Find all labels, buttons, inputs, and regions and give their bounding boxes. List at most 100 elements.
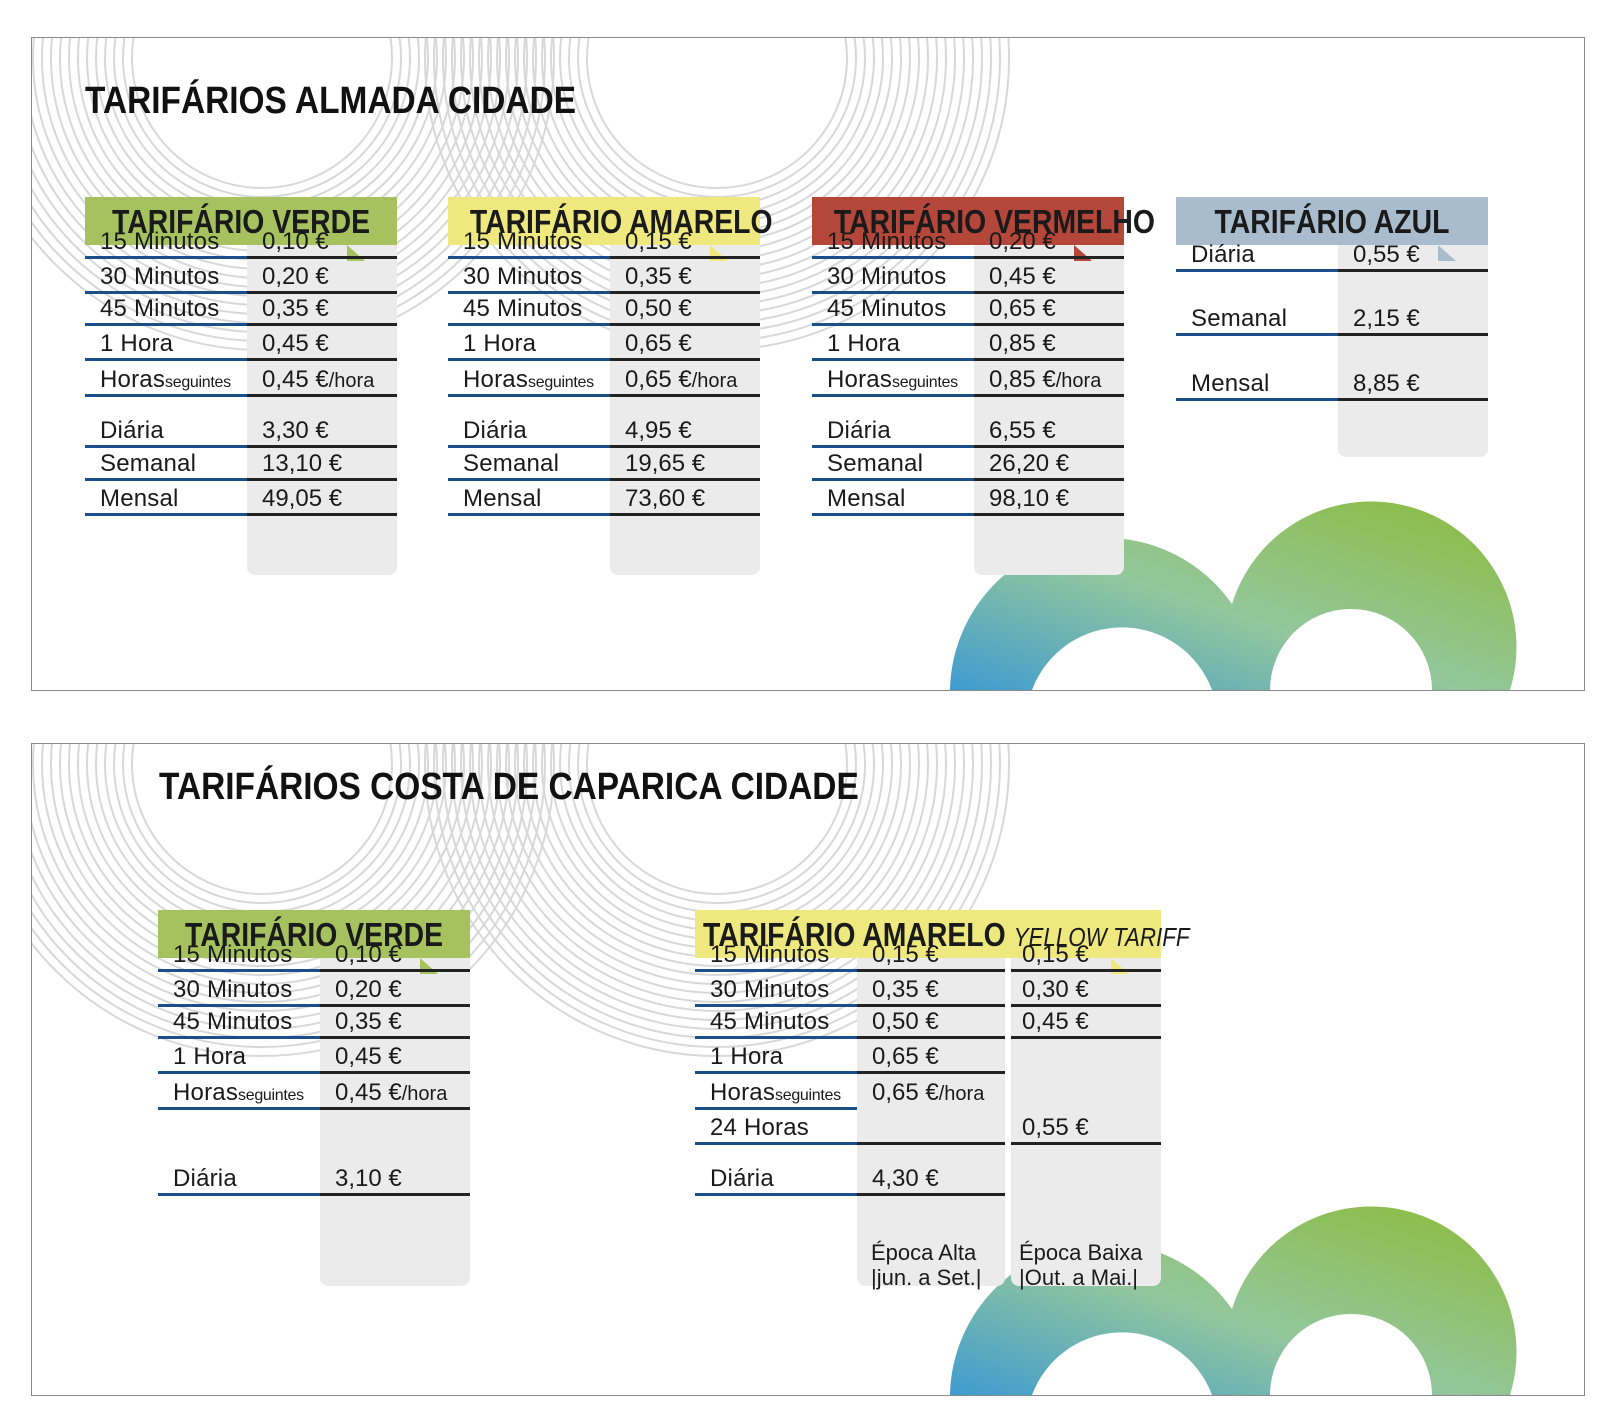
row-divider	[85, 291, 247, 294]
row-label-text: 30 Minutos	[710, 976, 830, 1003]
row-value: 2,15 €	[1353, 305, 1420, 333]
row-value-suffix: /hora	[938, 1083, 985, 1105]
row-value: 3,30 €	[262, 417, 329, 445]
row-value: 0,65 €	[625, 330, 692, 358]
row-value: 0,10 €	[335, 941, 402, 969]
row-label-text: 30 Minutos	[827, 263, 947, 290]
row-divider	[695, 1036, 857, 1039]
tariff-row: 1 Hora 0,45 €	[158, 1043, 485, 1074]
tariff-row: 15 Minutos 0,10 €	[85, 228, 412, 259]
row-divider	[695, 1071, 857, 1074]
tariff-row: 1 Hora 0,65 €	[448, 330, 775, 361]
tariff-row: Horasseguintes 0,45 €/hora	[158, 1079, 485, 1110]
row-divider	[158, 1107, 320, 1110]
value-divider	[247, 394, 397, 397]
tariff-row: Mensal 8,85 €	[1176, 370, 1503, 401]
row-divider	[695, 1142, 857, 1145]
row-divider	[812, 358, 974, 361]
value-divider	[247, 256, 397, 259]
row-label-text: 15 Minutos	[827, 228, 947, 255]
value-divider-alt	[1011, 1142, 1161, 1145]
row-value: 13,10 €	[262, 450, 342, 478]
row-label-text: 24 Horas	[710, 1114, 809, 1141]
row-label-text: 1 Hora	[100, 330, 174, 357]
row-value: 0,15 €	[625, 228, 692, 256]
row-label-text: 45 Minutos	[710, 1008, 830, 1035]
row-value: 0,45 €/hora	[335, 1079, 447, 1107]
tariff-row: 30 Minutos 0,20 €	[85, 263, 412, 294]
row-divider	[85, 323, 247, 326]
row-label-text: Diária	[100, 417, 164, 444]
tariff-row: Horasseguintes 0,85 €/hora	[812, 366, 1139, 397]
value-divider	[974, 291, 1124, 294]
tariff-row: 15 Minutos 0,10 €	[158, 941, 485, 972]
value-divider	[320, 1036, 470, 1039]
row-value-text: 0,65 €	[625, 330, 692, 357]
value-divider	[974, 478, 1124, 481]
row-value: 0,10 €	[262, 228, 329, 256]
row-divider	[448, 256, 610, 259]
row-label: Mensal	[100, 485, 179, 513]
value-divider	[857, 1071, 1005, 1074]
row-label-text: 45 Minutos	[100, 295, 220, 322]
tariff-title: TARIFÁRIO VERMELHO	[833, 203, 1155, 240]
row-value-text: 0,65 €	[872, 1043, 939, 1070]
tariff-card-verde: TARIFÁRIO VERDE 15 Minutos 0,10 € 30 Minut…	[85, 197, 397, 577]
row-divider	[85, 478, 247, 481]
tariff-subtitle: YELLOW TARIFF	[1013, 922, 1190, 952]
row-label: 30 Minutos	[710, 976, 829, 1004]
row-label-text: Horas	[463, 366, 529, 393]
tariff-row: Horasseguintes 0,65 €/hora	[448, 366, 775, 397]
value-divider	[610, 291, 760, 294]
row-value-text: 0,85 €	[989, 330, 1056, 357]
row-value-alt: 0,45 €	[1022, 1008, 1089, 1035]
row-value-text: 0,35 €	[262, 295, 329, 322]
row-label: Horasseguintes	[827, 366, 958, 394]
season-low-note: Época Baixa |Out. a Mai.|	[1019, 1240, 1143, 1290]
row-label: 45 Minutos	[710, 1008, 829, 1036]
row-value-suffix: /hora	[691, 370, 738, 392]
tariff-header: TARIFÁRIO AZUL	[1176, 197, 1488, 261]
row-label-text: Diária	[1191, 241, 1255, 268]
row-label: Diária	[463, 417, 527, 445]
row-label-text: Diária	[463, 417, 527, 444]
row-value-text: 0,10 €	[335, 941, 402, 968]
costa-caparica-panel: TARIFÁRIOS COSTA DE CAPARICA CIDADE TARI…	[31, 743, 1585, 1396]
tariff-header: TARIFÁRIO AMARELO	[448, 197, 773, 261]
row-value-alt: 0,30 €	[1022, 976, 1089, 1003]
row-label-text: Horas	[710, 1079, 776, 1106]
value-divider	[247, 358, 397, 361]
row-value-text: 0,20 €	[262, 263, 329, 290]
row-label: Mensal	[463, 485, 542, 513]
row-value-text: 0,65 €	[625, 366, 692, 393]
row-label: 15 Minutos	[463, 228, 582, 256]
tariff-row: 45 Minutos 0,50 €	[448, 295, 775, 326]
row-divider	[695, 1107, 857, 1110]
row-value: 26,20 €	[989, 450, 1069, 478]
value-divider	[247, 445, 397, 448]
row-value-text: 0,65 €	[872, 1079, 939, 1106]
row-value-text: 3,10 €	[335, 1165, 402, 1192]
row-label: 1 Hora	[463, 330, 536, 358]
row-divider	[85, 445, 247, 448]
row-divider	[812, 478, 974, 481]
row-label: 15 Minutos	[710, 941, 829, 969]
row-value-text: 8,85 €	[1353, 370, 1420, 397]
row-label-text: Horas	[827, 366, 893, 393]
row-label: 30 Minutos	[463, 263, 582, 291]
row-label-text: Semanal	[827, 450, 924, 477]
page-title: TARIFÁRIOS ALMADA CIDADE	[85, 80, 577, 122]
row-value-text: 19,65 €	[625, 450, 706, 477]
tariff-row: 45 Minutos 0,35 €	[85, 295, 412, 326]
value-divider-alt	[1011, 1004, 1161, 1007]
row-value-text: 0,55 €	[1353, 241, 1420, 268]
tariff-title: TARIFÁRIO VERDE	[111, 203, 371, 240]
row-label-suffix: seguintes	[238, 1087, 304, 1104]
row-label-text: 15 Minutos	[710, 941, 830, 968]
tariff-title: TARIFÁRIO VERDE	[184, 916, 444, 953]
row-value: 0,55 €	[1353, 241, 1420, 269]
row-value-text: 98,10 €	[989, 485, 1070, 512]
row-label-text: Diária	[173, 1165, 237, 1192]
row-value-text: 0,20 €	[335, 976, 402, 1003]
tariff-row: 30 Minutos 0,35 €	[448, 263, 775, 294]
